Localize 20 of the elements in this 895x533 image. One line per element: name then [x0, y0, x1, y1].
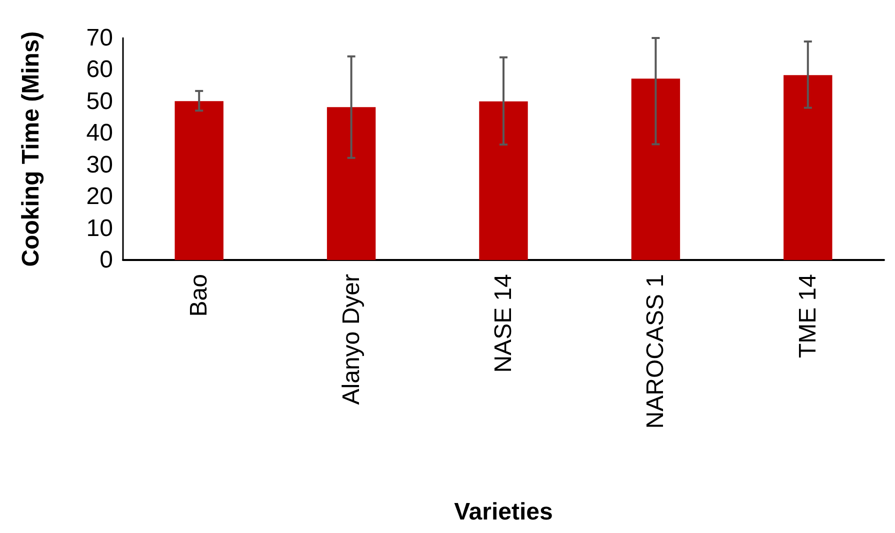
y-tick-label: 20	[86, 183, 113, 210]
y-axis-title: Cooking Time (Mins)	[18, 31, 44, 267]
x-tick-label: Bao	[186, 274, 213, 317]
y-tick-label: 0	[100, 246, 113, 274]
x-tick-label: TME 14	[794, 274, 822, 358]
y-tick-label: 60	[86, 56, 113, 84]
x-tick-label: NASE 14	[490, 274, 517, 373]
bar	[174, 101, 224, 260]
x-axis-title: Varieties	[454, 498, 553, 526]
y-tick-label: 70	[86, 24, 113, 52]
bar	[326, 107, 376, 260]
y-tick-label: 50	[86, 88, 113, 115]
x-tick-label: NAROCASS 1	[642, 274, 670, 429]
x-tick-label: Alanyo Dyer	[338, 274, 365, 405]
bar	[631, 78, 680, 260]
y-tick-label: 30	[86, 151, 113, 178]
y-tick-label: 40	[86, 120, 113, 147]
bar	[479, 101, 528, 260]
y-tick-label: 10	[86, 214, 113, 242]
bar	[784, 75, 832, 260]
